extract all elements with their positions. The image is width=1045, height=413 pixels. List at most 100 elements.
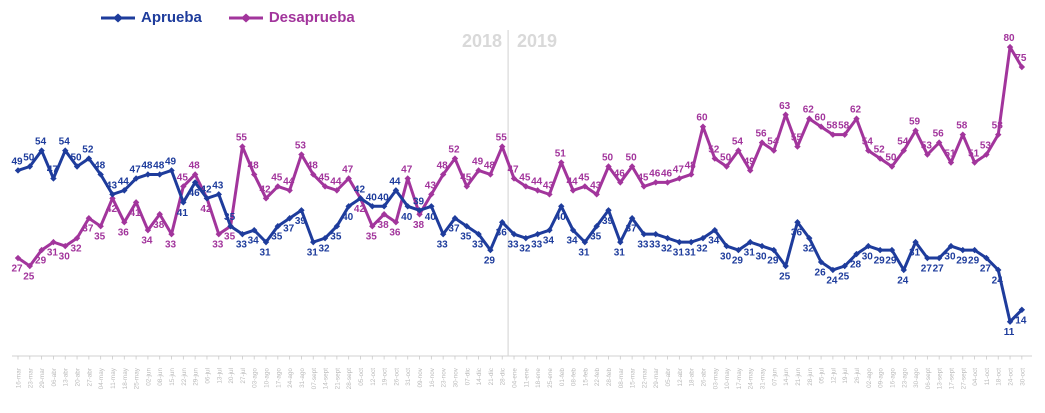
desaprueba-marker bbox=[345, 175, 352, 182]
desaprueba-value-label: 43 bbox=[543, 180, 555, 191]
aprueba-marker bbox=[758, 242, 766, 250]
desaprueba-marker bbox=[26, 262, 34, 270]
aprueba-value-label: 35 bbox=[271, 232, 283, 243]
aprueba-marker bbox=[628, 215, 636, 222]
desaprueba-value-label: 44 bbox=[283, 176, 295, 187]
x-axis-date-label: 06-sept bbox=[925, 368, 932, 390]
aprueba-marker bbox=[876, 246, 884, 254]
desaprueba-marker bbox=[806, 115, 813, 122]
desaprueba-value-label: 52 bbox=[874, 145, 886, 156]
aprueba-value-label: 26 bbox=[815, 268, 827, 279]
aprueba-value-label: 30 bbox=[944, 252, 956, 263]
aprueba-marker bbox=[73, 163, 81, 170]
aprueba-value-label: 29 bbox=[956, 256, 968, 267]
desaprueba-value-label: 53 bbox=[921, 141, 933, 152]
aprueba-value-label: 40 bbox=[555, 212, 567, 223]
x-axis-date-label: 03-may bbox=[712, 367, 719, 389]
x-axis-date-label: 31-ago bbox=[299, 368, 306, 388]
x-axis-date-label: 04-ene bbox=[512, 368, 519, 388]
aprueba-marker bbox=[144, 171, 152, 178]
aprueba-value-label: 48 bbox=[153, 160, 165, 171]
aprueba-marker bbox=[428, 203, 435, 210]
aprueba-marker bbox=[900, 266, 907, 274]
desaprueba-marker bbox=[180, 183, 187, 190]
desaprueba-value-label: 43 bbox=[590, 180, 602, 191]
aprueba-value-label: 43 bbox=[106, 180, 118, 191]
desaprueba-value-label: 50 bbox=[720, 153, 732, 164]
desaprueba-marker bbox=[995, 131, 1002, 138]
desaprueba-marker bbox=[817, 123, 825, 130]
aprueba-value-label: 54 bbox=[59, 137, 71, 148]
aprueba-value-label: 36 bbox=[791, 228, 803, 239]
aprueba-marker bbox=[251, 226, 258, 234]
x-axis-date-label: 26-abr bbox=[700, 367, 707, 386]
desaprueba-marker bbox=[959, 131, 966, 138]
aprueba-value-label: 33 bbox=[507, 240, 519, 251]
aprueba-value-label: 34 bbox=[248, 236, 260, 247]
desaprueba-marker bbox=[38, 246, 45, 254]
desaprueba-marker bbox=[487, 171, 494, 178]
aprueba-marker bbox=[983, 254, 990, 262]
desaprueba-marker bbox=[569, 187, 577, 194]
x-axis-date-label: 30-oct bbox=[1019, 368, 1026, 386]
x-axis-date-label: 28-sept bbox=[346, 368, 353, 390]
x-axis-date-label: 28-feb bbox=[606, 368, 613, 387]
aprueba-marker bbox=[959, 246, 966, 254]
desaprueba-value-label: 37 bbox=[82, 224, 94, 235]
desaprueba-value-label: 58 bbox=[838, 121, 850, 132]
x-axis-date-label: 11-oct bbox=[984, 368, 991, 386]
aprueba-marker bbox=[439, 230, 447, 238]
desaprueba-value-label: 51 bbox=[968, 149, 980, 160]
x-axis-date-label: 05-abr bbox=[665, 367, 672, 386]
desaprueba-value-label: 34 bbox=[141, 236, 153, 247]
desaprueba-marker bbox=[262, 195, 270, 202]
aprueba-value-label: 39 bbox=[413, 196, 425, 207]
desaprueba-marker bbox=[369, 223, 376, 230]
desaprueba-marker bbox=[392, 219, 400, 226]
aprueba-marker bbox=[593, 223, 600, 230]
desaprueba-marker bbox=[168, 230, 175, 238]
x-axis-date-label: 05-jul bbox=[819, 368, 826, 384]
aprueba-marker bbox=[475, 230, 482, 238]
desaprueba-value-label: 80 bbox=[1003, 33, 1015, 44]
x-axis-date-label: 05-oct bbox=[358, 368, 365, 386]
desaprueba-value-label: 44 bbox=[330, 176, 342, 187]
aprueba-value-label: 48 bbox=[141, 160, 153, 171]
aprueba-value-label: 40 bbox=[366, 192, 378, 203]
desaprueba-value-label: 63 bbox=[779, 101, 791, 112]
desaprueba-value-label: 47 bbox=[673, 164, 685, 175]
desaprueba-marker bbox=[782, 111, 789, 118]
x-axis-date-label: 04-oct bbox=[972, 368, 979, 386]
x-axis-date-label: 25-ene bbox=[547, 368, 554, 388]
desaprueba-marker bbox=[85, 215, 93, 222]
x-axis-date-label: 24-may bbox=[748, 367, 755, 389]
desaprueba-marker bbox=[841, 131, 848, 138]
aprueba-marker bbox=[522, 234, 530, 242]
x-axis-date-label: 17-sept bbox=[948, 368, 955, 390]
x-axis-date-label: 23-nov bbox=[441, 367, 448, 387]
desaprueba-value-label: 58 bbox=[956, 121, 968, 132]
aprueba-marker bbox=[888, 246, 896, 254]
x-axis-date-label: 22-feb bbox=[594, 368, 601, 387]
desaprueba-marker bbox=[191, 171, 199, 178]
x-axis-date-label: 01-feb bbox=[559, 368, 566, 387]
x-axis-date-label: 19-oct bbox=[382, 368, 389, 386]
desaprueba-marker bbox=[770, 147, 778, 154]
desaprueba-value-label: 59 bbox=[909, 117, 921, 128]
aprueba-marker bbox=[168, 167, 175, 174]
aprueba-value-label: 31 bbox=[259, 248, 271, 259]
desaprueba-value-label: 58 bbox=[826, 121, 838, 132]
x-axis-date-label: 06-abr bbox=[51, 367, 58, 386]
desaprueba-value-label: 48 bbox=[307, 160, 319, 171]
desaprueba-marker bbox=[605, 163, 612, 170]
aprueba-marker bbox=[794, 219, 801, 226]
desaprueba-value-label: 30 bbox=[59, 252, 71, 263]
aprueba-marker bbox=[97, 171, 104, 178]
desaprueba-value-label: 60 bbox=[815, 113, 827, 124]
aprueba-value-label: 33 bbox=[637, 240, 649, 251]
aprueba-value-label: 37 bbox=[448, 224, 460, 235]
aprueba-marker bbox=[333, 223, 341, 230]
year-label-2019: 2019 bbox=[517, 31, 558, 51]
x-axis-date-label: 21-sept bbox=[334, 368, 341, 390]
